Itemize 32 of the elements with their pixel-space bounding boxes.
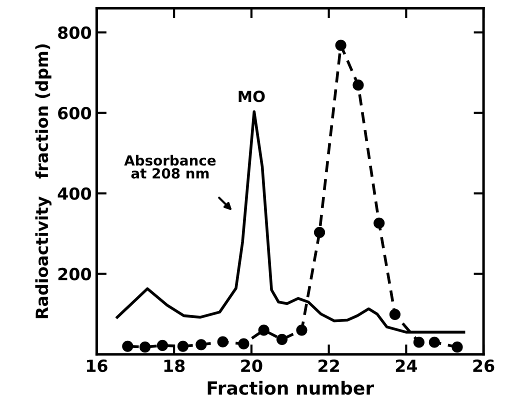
point bbox=[217, 336, 228, 348]
annotation: MO bbox=[238, 90, 265, 102]
x-tick-label: 26 bbox=[473, 359, 494, 372]
y-axis-title: Radioactivity fraction (dpm) bbox=[35, 44, 52, 318]
point bbox=[276, 334, 288, 345]
x-tick-label: 18 bbox=[164, 359, 185, 372]
point bbox=[177, 340, 189, 352]
annotation: Absorbance at 208 nm bbox=[124, 154, 216, 179]
point bbox=[238, 338, 250, 350]
point bbox=[314, 226, 326, 238]
point bbox=[122, 340, 134, 352]
point bbox=[352, 80, 364, 91]
point bbox=[156, 340, 168, 352]
y-tick-label: 200 bbox=[58, 268, 92, 280]
point bbox=[296, 324, 308, 336]
point bbox=[196, 339, 207, 350]
point bbox=[374, 218, 385, 229]
y-tick-label: 800 bbox=[58, 26, 92, 39]
point bbox=[140, 342, 151, 353]
point bbox=[389, 308, 401, 320]
point bbox=[413, 336, 425, 348]
x-axis-title: Fraction number bbox=[208, 380, 374, 395]
x-tick-label: 24 bbox=[396, 359, 418, 372]
point bbox=[335, 40, 346, 51]
x-tick-label: 22 bbox=[318, 359, 339, 372]
point bbox=[452, 342, 463, 353]
x-tick-label: 20 bbox=[241, 359, 262, 372]
x-tick-label: 16 bbox=[86, 359, 108, 372]
point bbox=[428, 336, 440, 348]
point bbox=[258, 324, 270, 336]
y-tick-label: 400 bbox=[58, 187, 92, 200]
y-tick-label: 600 bbox=[58, 106, 92, 120]
